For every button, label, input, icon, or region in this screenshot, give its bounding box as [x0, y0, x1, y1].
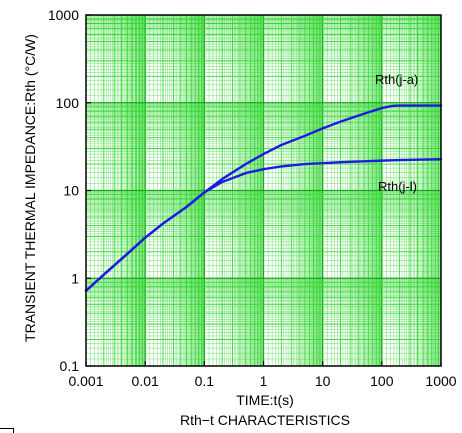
y-tick-label: 1000 [48, 7, 79, 23]
x-tick-label: 0.01 [132, 373, 159, 389]
x-tick-label: 1000 [425, 373, 456, 389]
y-tick-label: 100 [56, 95, 80, 111]
x-tick-label: 100 [370, 373, 394, 389]
chart-caption: Rth−t CHARACTERISTICS [180, 412, 350, 428]
x-tick-label: 0.1 [195, 373, 215, 389]
x-tick-label: 0.001 [68, 373, 103, 389]
y-tick-label: 1 [71, 270, 79, 286]
tick-marks [85, 14, 442, 367]
x-tick-label: 1 [260, 373, 268, 389]
series-line-rth-jl [84, 158, 443, 292]
series-lines [84, 104, 443, 292]
series-label-rth-jl: Rth(j-l) [378, 179, 417, 194]
corner-mark [0, 428, 14, 433]
grid [86, 15, 441, 366]
x-tick-labels: 0.001 0.01 0.1 1 10 100 1000 [68, 373, 456, 389]
x-axis-label: TIME:t(s) [236, 392, 294, 408]
y-tick-label: 0.1 [60, 358, 80, 374]
y-tick-label: 10 [63, 183, 79, 199]
series-label-rth-ja: Rth(j-a) [375, 72, 418, 87]
x-tick-label: 10 [315, 373, 331, 389]
y-axis-label: TRANSIENT THERMAL IMPEDANCE:Rth (°C/W) [22, 34, 38, 342]
y-tick-labels: 0.1 1 10 100 1000 [48, 7, 79, 374]
